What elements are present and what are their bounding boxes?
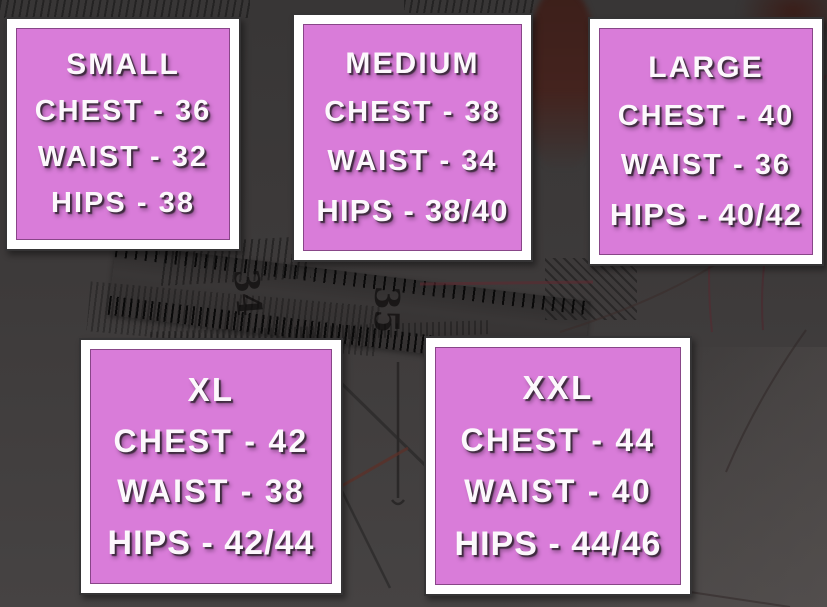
waist-measurement: WAIST - 38 (117, 473, 305, 510)
size-card-xl: XL CHEST - 42 WAIST - 38 HIPS - 42/44 (79, 338, 343, 595)
size-card-xxl: XXL CHEST - 44 WAIST - 40 HIPS - 44/46 (424, 336, 692, 596)
size-card-fill: SMALL CHEST - 36 WAIST - 32 HIPS - 38 (16, 28, 230, 240)
waist-measurement: WAIST - 40 (464, 473, 652, 510)
size-name: LARGE (648, 50, 764, 84)
chest-measurement: CHEST - 42 (113, 422, 309, 459)
waist-measurement: WAIST - 36 (620, 148, 792, 181)
size-name: SMALL (66, 48, 180, 81)
hips-measurement: HIPS - 38/40 (316, 193, 509, 229)
size-name: XXL (522, 369, 594, 407)
hips-measurement: HIPS - 44/46 (454, 524, 662, 563)
chest-measurement: CHEST - 40 (617, 100, 795, 133)
hips-measurement: HIPS - 40/42 (609, 197, 803, 233)
chest-measurement: CHEST - 36 (34, 95, 212, 127)
tape-hatch-texture (0, 0, 250, 18)
waist-measurement: WAIST - 32 (37, 141, 209, 173)
size-card-fill: LARGE CHEST - 40 WAIST - 36 HIPS - 40/42 (599, 28, 813, 255)
size-name: MEDIUM (345, 46, 480, 80)
chest-measurement: CHEST - 38 (324, 96, 501, 129)
chest-measurement: CHEST - 44 (460, 421, 656, 458)
size-name: XL (187, 370, 235, 408)
size-card-large: LARGE CHEST - 40 WAIST - 36 HIPS - 40/42 (588, 17, 824, 266)
size-card-fill: XL CHEST - 42 WAIST - 38 HIPS - 42/44 (90, 349, 332, 584)
size-card-fill: XXL CHEST - 44 WAIST - 40 HIPS - 44/46 (435, 347, 681, 585)
size-card-small: SMALL CHEST - 36 WAIST - 32 HIPS - 38 (5, 17, 241, 251)
brown-thread-spool-blur (528, 0, 596, 170)
hips-measurement: HIPS - 42/44 (107, 524, 315, 563)
hips-measurement: HIPS - 38 (51, 187, 195, 219)
waist-measurement: WAIST - 34 (327, 144, 498, 177)
size-card-medium: MEDIUM CHEST - 38 WAIST - 34 HIPS - 38/4… (292, 13, 533, 262)
size-card-fill: MEDIUM CHEST - 38 WAIST - 34 HIPS - 38/4… (303, 24, 522, 251)
tape-number: 34 (225, 267, 270, 318)
tape-number: 35 (365, 285, 407, 334)
